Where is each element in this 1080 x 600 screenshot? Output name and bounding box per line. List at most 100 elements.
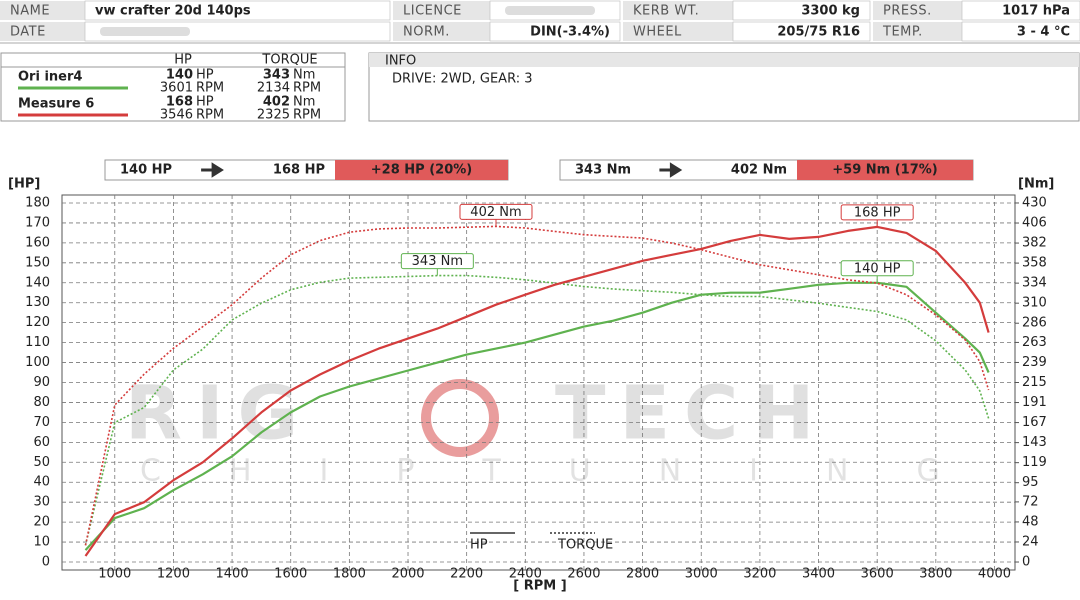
y2-tick-label: 72 (1022, 494, 1039, 509)
header-label: PRESS. (883, 4, 932, 19)
y2-tick-label: 48 (1022, 514, 1039, 529)
summary-unit: RPM (293, 81, 321, 96)
header-value: 1017 hPa (1002, 4, 1070, 19)
power-line (84, 225, 990, 557)
y2-tick-label: 382 (1022, 236, 1047, 251)
annotation: 140 HP (854, 261, 901, 276)
x-tick-label: 1600 (274, 567, 307, 582)
header-label-cell (0, 1, 85, 20)
torque-line (84, 274, 990, 546)
y2-tick-label: 143 (1022, 435, 1047, 450)
legend-label: HP (470, 538, 488, 553)
comparison-delta: +59 Nm (17%) (832, 163, 937, 178)
header-label-cell (623, 1, 733, 20)
watermark-tagline: CHIPTUNING (140, 454, 1008, 489)
header-label-cell (623, 22, 733, 41)
summary-unit: HP (196, 95, 214, 110)
header-label-cell (873, 1, 962, 20)
header-value-cell (961, 0, 1080, 21)
y-tick-label: 100 (25, 355, 50, 370)
comparison-arrow (201, 162, 224, 178)
comparison-to: 402 Nm (731, 163, 787, 178)
watermark-logo (421, 379, 499, 457)
x-tick-label: 2400 (509, 567, 542, 582)
header-value: 3 - 4 °C (1017, 25, 1070, 40)
y-tick-label: 60 (33, 435, 50, 450)
x-tick-label: 2200 (450, 567, 483, 582)
y2-tick-label: 286 (1022, 316, 1047, 331)
header-label: LICENCE (403, 4, 462, 19)
y2-tick-label: 406 (1022, 216, 1047, 231)
header-label-cell (873, 22, 962, 41)
header-label-cell (393, 22, 490, 41)
comparison-delta: +28 HP (20%) (371, 163, 472, 178)
y2-tick-label: 191 (1022, 395, 1047, 410)
y2-tick-label: 167 (1022, 415, 1047, 430)
y-tick-label: 50 (33, 455, 50, 470)
header-value-cell (732, 21, 871, 42)
y-tick-label: 110 (25, 335, 50, 350)
annotation-box (840, 204, 914, 221)
annotation-box (400, 253, 474, 270)
x-tick-label: 3200 (743, 567, 776, 582)
annotation-box (840, 260, 914, 277)
blurred-value (100, 27, 190, 36)
summary-header: TORQUE (261, 53, 317, 68)
x-tick-label: 1800 (333, 567, 366, 582)
info-text: DRIVE: 2WD, GEAR: 3 (392, 72, 533, 87)
y-tick-label: 130 (25, 295, 50, 310)
x-tick-label: 3000 (685, 567, 718, 582)
x-tick-label: 3800 (919, 567, 952, 582)
header-value: 205/75 R16 (777, 25, 860, 40)
x-tick-label: 1400 (216, 567, 249, 582)
x-tick-label: 2800 (626, 567, 659, 582)
summary-unit: Nm (293, 95, 315, 110)
blurred-value (505, 6, 595, 15)
x-tick-label: 4000 (978, 567, 1011, 582)
x-tick-label: 2600 (567, 567, 600, 582)
info-title: INFO (385, 54, 416, 69)
summary-unit: HP (196, 68, 214, 83)
y-axis-label: [HP] (8, 177, 40, 192)
header-value: vw crafter 20d 140ps (95, 4, 251, 19)
comparison-delta-box (335, 160, 508, 180)
watermark-right: TECH (555, 371, 828, 457)
comparison-from: 140 HP (120, 163, 172, 178)
y-tick-label: 40 (33, 475, 50, 490)
header-label: WHEEL (633, 25, 682, 40)
y-tick-label: 0 (42, 555, 50, 570)
header-label: KERB WT. (633, 4, 699, 19)
summary-rpm: 3546 (160, 108, 193, 123)
header-label: DATE (10, 25, 46, 40)
summary-value: 402 (263, 95, 290, 110)
annotation: 343 Nm (412, 254, 463, 269)
info-header (369, 53, 1079, 67)
x-tick-label: 3600 (861, 567, 894, 582)
y2-tick-label: 215 (1022, 375, 1047, 390)
y2-tick-label: 430 (1022, 195, 1047, 210)
annotation: 168 HP (854, 205, 901, 220)
summary-unit: RPM (293, 108, 321, 123)
x-tick-label: 1200 (157, 567, 190, 582)
y-tick-label: 120 (25, 315, 50, 330)
header-label: NAME (10, 4, 50, 19)
comparison-delta-box (797, 160, 973, 180)
y-tick-label: 180 (25, 195, 50, 210)
summary-rpm: 3601 (160, 81, 193, 96)
header-value: DIN(-3.4%) (530, 25, 610, 40)
annotation-box (459, 203, 533, 220)
x-axis-label: [ RPM ] (513, 579, 566, 594)
y2-tick-label: 334 (1022, 276, 1047, 291)
summary-unit: RPM (196, 108, 224, 123)
summary-value: 168 (166, 95, 193, 110)
header-value-cell (489, 21, 621, 42)
x-tick-label: 2000 (391, 567, 424, 582)
comparison-from: 343 Nm (575, 163, 631, 178)
y2-tick-label: 358 (1022, 256, 1047, 271)
y2-tick-label: 310 (1022, 296, 1047, 311)
watermark-left: RIG (125, 371, 312, 457)
y2-tick-label: 119 (1022, 455, 1047, 470)
y-tick-label: 140 (25, 275, 50, 290)
